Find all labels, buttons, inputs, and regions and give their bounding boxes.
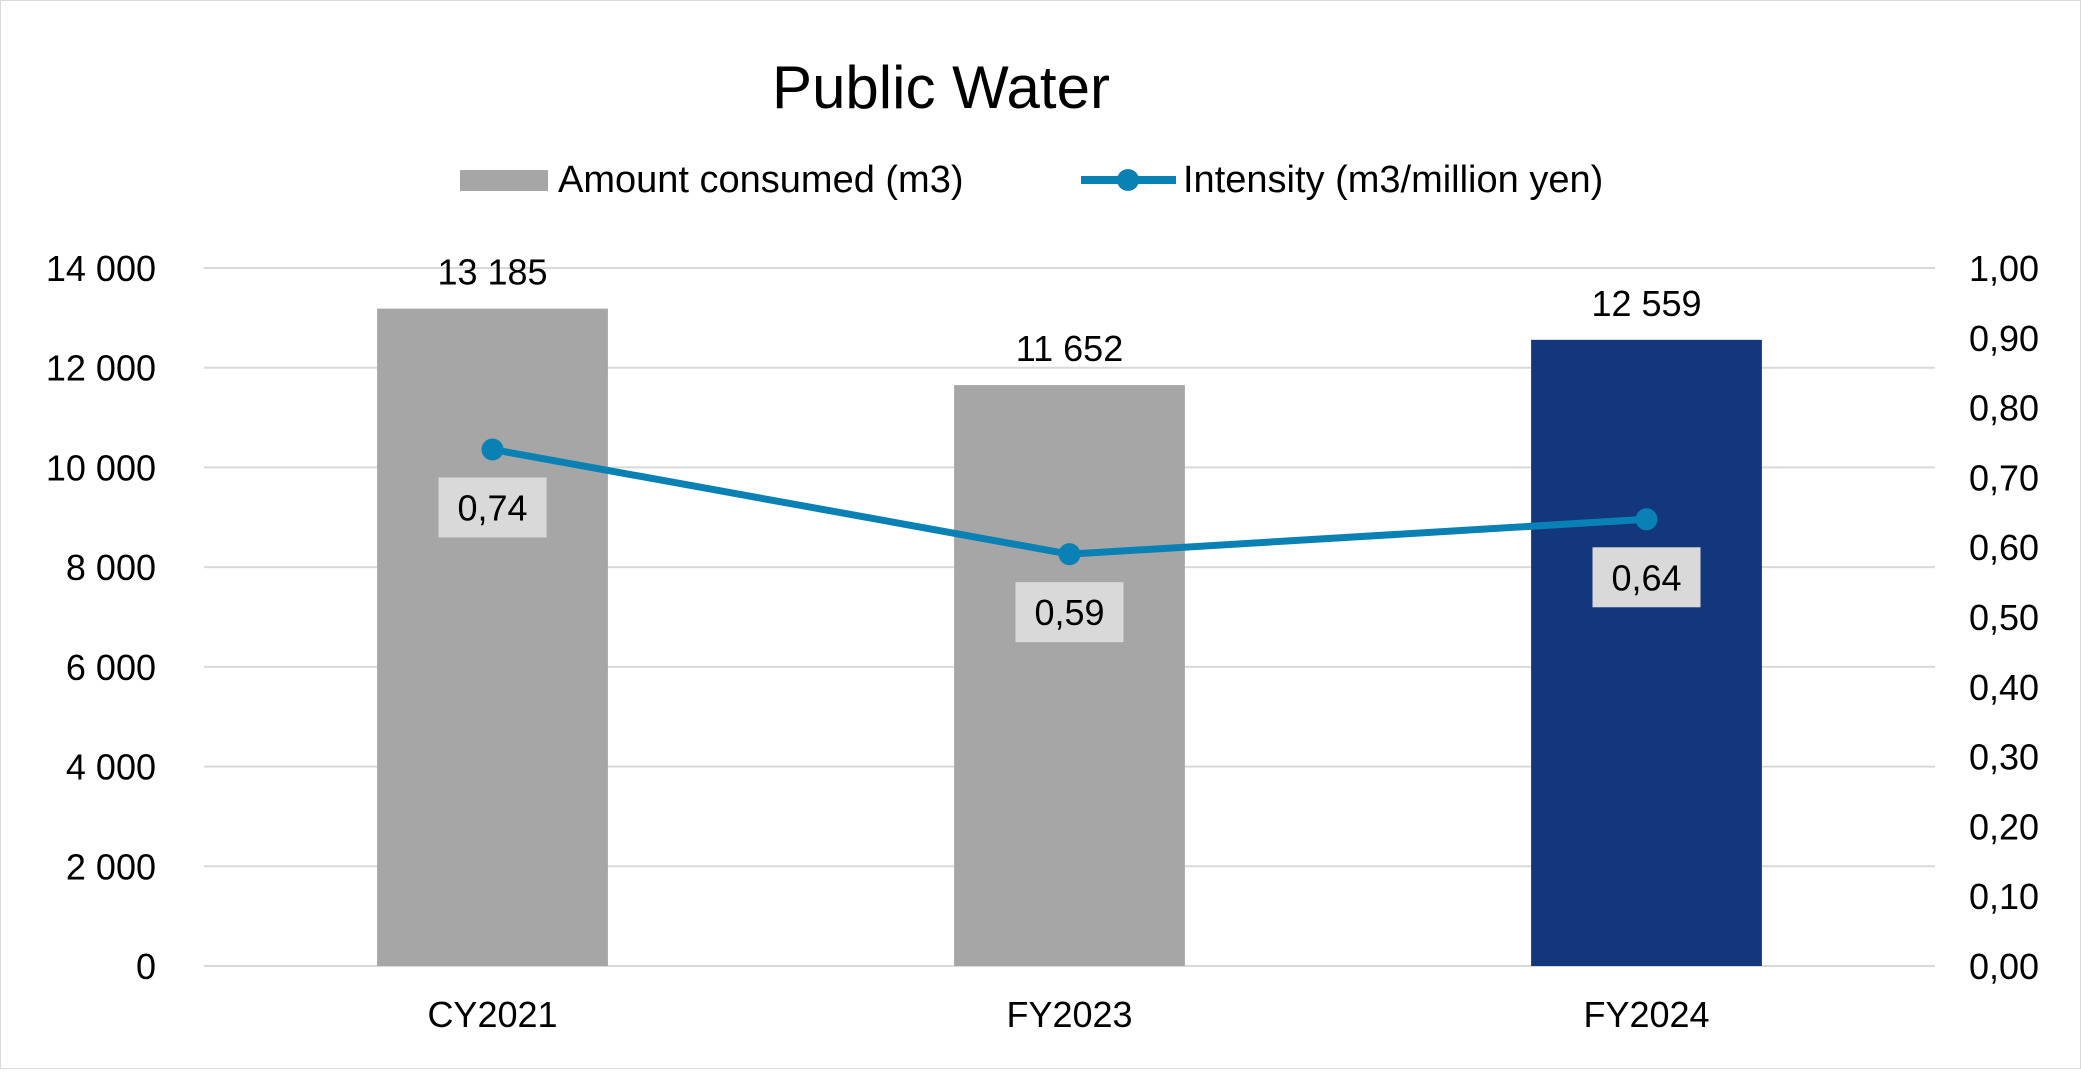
x-tick-label: FY2024 <box>1583 994 1709 1035</box>
right-tick-label: 0,70 <box>1969 457 2039 498</box>
bar <box>377 308 608 967</box>
right-tick-label: 0,40 <box>1969 667 2039 708</box>
bar-data-labels: 13 185 11 652 12 559 <box>437 252 1701 369</box>
x-axis: CY2021 FY2023 FY2024 <box>427 994 1709 1035</box>
left-tick-label: 10 000 <box>46 447 156 488</box>
line-value-label: 0,64 <box>1611 557 1681 598</box>
legend-line-marker <box>1117 169 1139 191</box>
line-series <box>481 438 1658 566</box>
line-value-label: 0,59 <box>1034 592 1104 633</box>
right-tick-label: 0,10 <box>1969 876 2039 917</box>
legend-line-label: Intensity (m3/million yen) <box>1183 159 1603 201</box>
left-tick-label: 6 000 <box>66 647 156 688</box>
line-point <box>1058 543 1081 566</box>
right-tick-label: 0,80 <box>1969 388 2039 429</box>
left-tick-label: 14 000 <box>46 248 156 289</box>
bar-value-label: 11 652 <box>1016 328 1123 369</box>
right-axis: 0,00 0,10 0,20 0,30 0,40 0,50 0,60 0,70 0,80 0,90… <box>1969 248 2039 987</box>
left-tick-label: 4 000 <box>66 747 156 788</box>
line-data-labels: 0,74 0,59 0,64 <box>438 477 1701 643</box>
right-tick-label: 0,60 <box>1969 527 2039 568</box>
bar-value-label: 12 559 <box>1591 283 1701 324</box>
bar-series <box>377 308 1762 967</box>
line-point <box>1635 508 1658 531</box>
left-tick-label: 0 <box>136 946 156 987</box>
line-label-box <box>1592 547 1701 608</box>
legend: Amount consumed (m3) Intensity (m3/milli… <box>460 159 1603 201</box>
right-tick-label: 0,90 <box>1969 318 2039 359</box>
bar-value-label: 13 185 <box>437 252 547 293</box>
line-label-box <box>1015 582 1124 643</box>
right-tick-label: 0,00 <box>1969 946 2039 987</box>
right-tick-label: 0,50 <box>1969 597 2039 638</box>
left-axis: 0 2 000 4 000 6 000 8 000 10 000 12 000 14 000 <box>46 248 156 987</box>
left-tick-label: 8 000 <box>66 547 156 588</box>
right-tick-label: 1,00 <box>1969 248 2039 289</box>
legend-bar-label: Amount consumed (m3) <box>558 159 964 201</box>
right-tick-label: 0,20 <box>1969 806 2039 847</box>
chart-title: Public Water <box>772 54 1110 121</box>
x-tick-label: FY2023 <box>1006 994 1132 1035</box>
line-point <box>481 438 504 461</box>
line-value-label: 0,74 <box>457 487 527 528</box>
left-tick-label: 12 000 <box>46 348 156 389</box>
line-label-box <box>438 477 547 538</box>
left-tick-label: 2 000 <box>66 846 156 887</box>
right-tick-label: 0,30 <box>1969 737 2039 778</box>
x-tick-label: CY2021 <box>427 994 557 1035</box>
bar <box>954 385 1185 966</box>
legend-bar-swatch <box>460 170 548 191</box>
bar <box>1531 339 1762 967</box>
